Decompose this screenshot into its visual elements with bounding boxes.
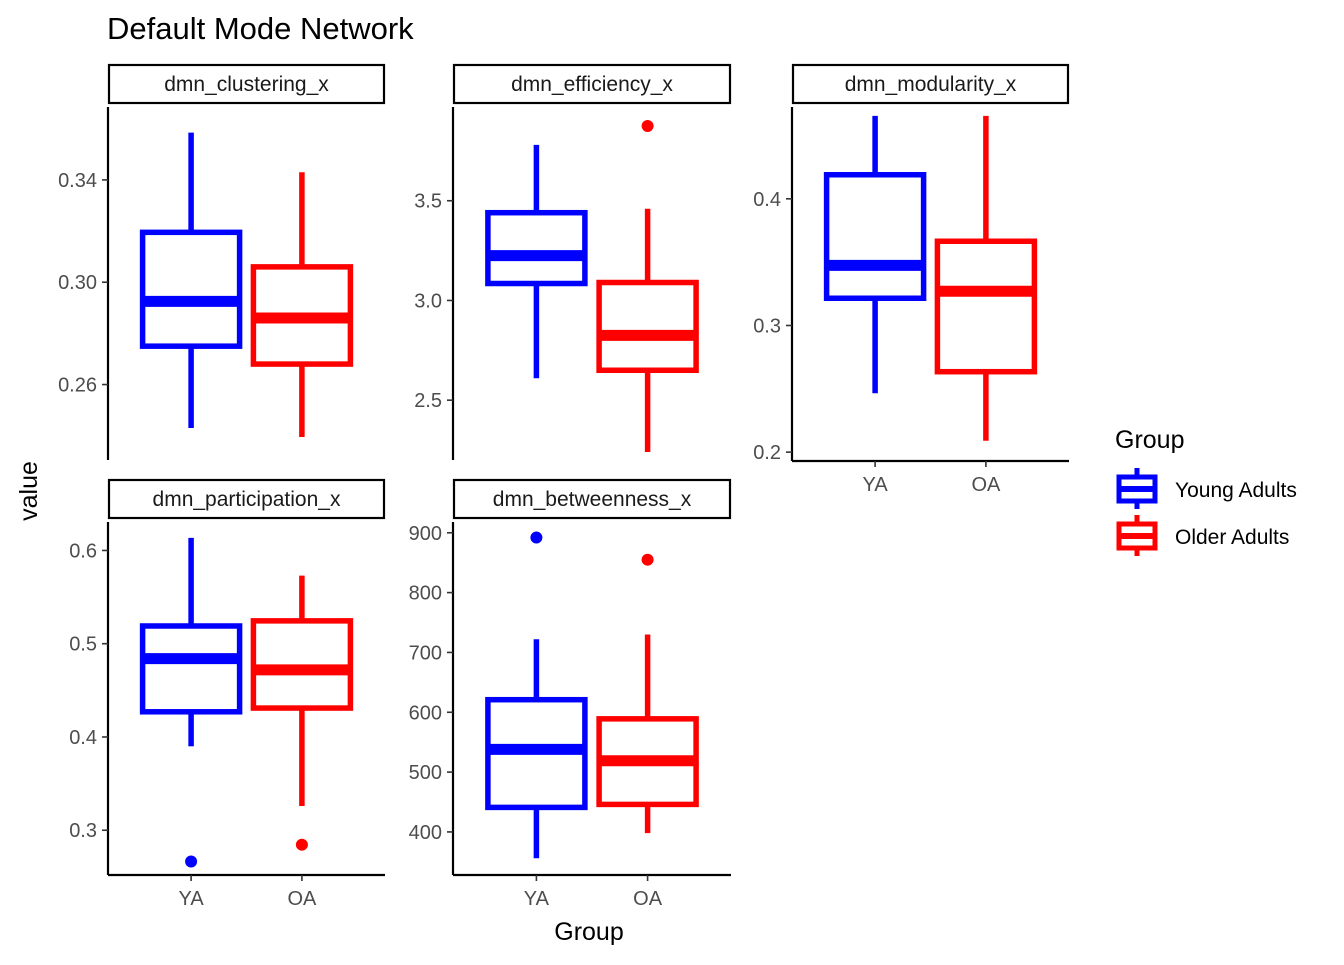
outlier-point	[641, 553, 654, 566]
legend-label: Young Adults	[1175, 479, 1297, 502]
outlier-point	[295, 838, 308, 851]
box-body	[934, 238, 1038, 375]
facet-strip-label: dmn_betweenness_x	[493, 488, 692, 511]
panel-dmn_clustering_x: dmn_clustering_x 0.26 0.30 0.34	[58, 63, 386, 460]
x-tick-label: OA	[971, 474, 1001, 496]
box-YA	[139, 537, 243, 868]
facet-strip	[107, 478, 386, 520]
outlier-point	[641, 119, 654, 132]
facet-strip-label: dmn_clustering_x	[164, 73, 329, 96]
y-tick-label: 700	[409, 642, 442, 664]
y-tick-label: 0.4	[69, 727, 97, 749]
panel-dmn_efficiency_x: dmn_efficiency_x 2.5 3.0 3.5	[414, 63, 732, 460]
facet-strip-label: dmn_efficiency_x	[511, 73, 673, 96]
y-tick-label: 3.0	[414, 290, 442, 312]
panel-dmn_betweenness_x: dmn_betweenness_x 400 500 600 700 800 900 YA OA	[409, 478, 732, 910]
box-body	[485, 209, 588, 287]
outlier-point	[185, 855, 198, 868]
y-tick-label: 0.5	[69, 634, 97, 656]
facet-strip-label: dmn_participation_x	[153, 488, 341, 511]
y-tick-label: 500	[409, 762, 442, 784]
legend: Group Young Adults Older Adults	[1115, 426, 1297, 556]
facet-strip	[452, 478, 732, 520]
legend-key	[1116, 515, 1158, 556]
y-tick-label: 0.30	[58, 272, 97, 294]
box-YA	[485, 144, 588, 379]
y-tick-label: 2.5	[414, 390, 442, 412]
y-tick-label: 600	[409, 702, 442, 724]
y-tick-label: 0.3	[69, 820, 97, 842]
x-axis-title: Group	[554, 918, 623, 946]
y-tick-label: 0.26	[58, 375, 97, 397]
y-axis-title: value	[15, 461, 43, 521]
facet-strip	[107, 63, 386, 105]
legend-label: Older Adults	[1175, 526, 1289, 549]
x-tick-label: YA	[862, 474, 888, 496]
box-body	[139, 623, 243, 715]
box-YA	[139, 132, 243, 429]
box-OA	[934, 115, 1038, 441]
box-OA	[596, 553, 699, 834]
y-tick-label: 3.5	[414, 191, 442, 213]
y-tick-label: 0.34	[58, 170, 97, 192]
box-body	[596, 279, 699, 374]
x-tick-label: YA	[524, 888, 550, 910]
y-tick-label: 900	[409, 523, 442, 545]
y-tick-label: 0.4	[753, 189, 781, 211]
facet-strip	[791, 63, 1070, 105]
panel-dmn_modularity_x: dmn_modularity_x 0.2 0.3 0.4 YA OA	[753, 63, 1070, 496]
legend-key	[1116, 468, 1158, 509]
box-OA	[250, 172, 354, 437]
x-tick-label: OA	[633, 888, 663, 910]
legend-title: Group	[1115, 426, 1184, 454]
x-tick-label: YA	[178, 888, 204, 910]
y-tick-label: 0.2	[753, 442, 781, 464]
chart-title: Default Mode Network	[107, 11, 414, 46]
panel-dmn_participation_x: dmn_participation_x 0.3 0.4 0.5 0.6 YA OA	[69, 478, 386, 910]
box-OA	[250, 575, 354, 851]
y-tick-label: 800	[409, 583, 442, 605]
facet-panels: dmn_clustering_x 0.26 0.30 0.34 dmn_efficien…	[58, 63, 1070, 910]
y-tick-label: 400	[409, 822, 442, 844]
box-body	[139, 229, 243, 349]
box-YA	[485, 531, 588, 859]
facet-strip-label: dmn_modularity_x	[845, 73, 1017, 96]
outlier-point	[530, 531, 543, 544]
y-tick-label: 0.6	[69, 540, 97, 562]
box-YA	[823, 115, 927, 394]
y-tick-label: 0.3	[753, 315, 781, 337]
box-body	[823, 172, 927, 301]
facet-strip	[452, 63, 732, 105]
x-tick-label: OA	[287, 888, 317, 910]
box-OA	[596, 119, 699, 453]
